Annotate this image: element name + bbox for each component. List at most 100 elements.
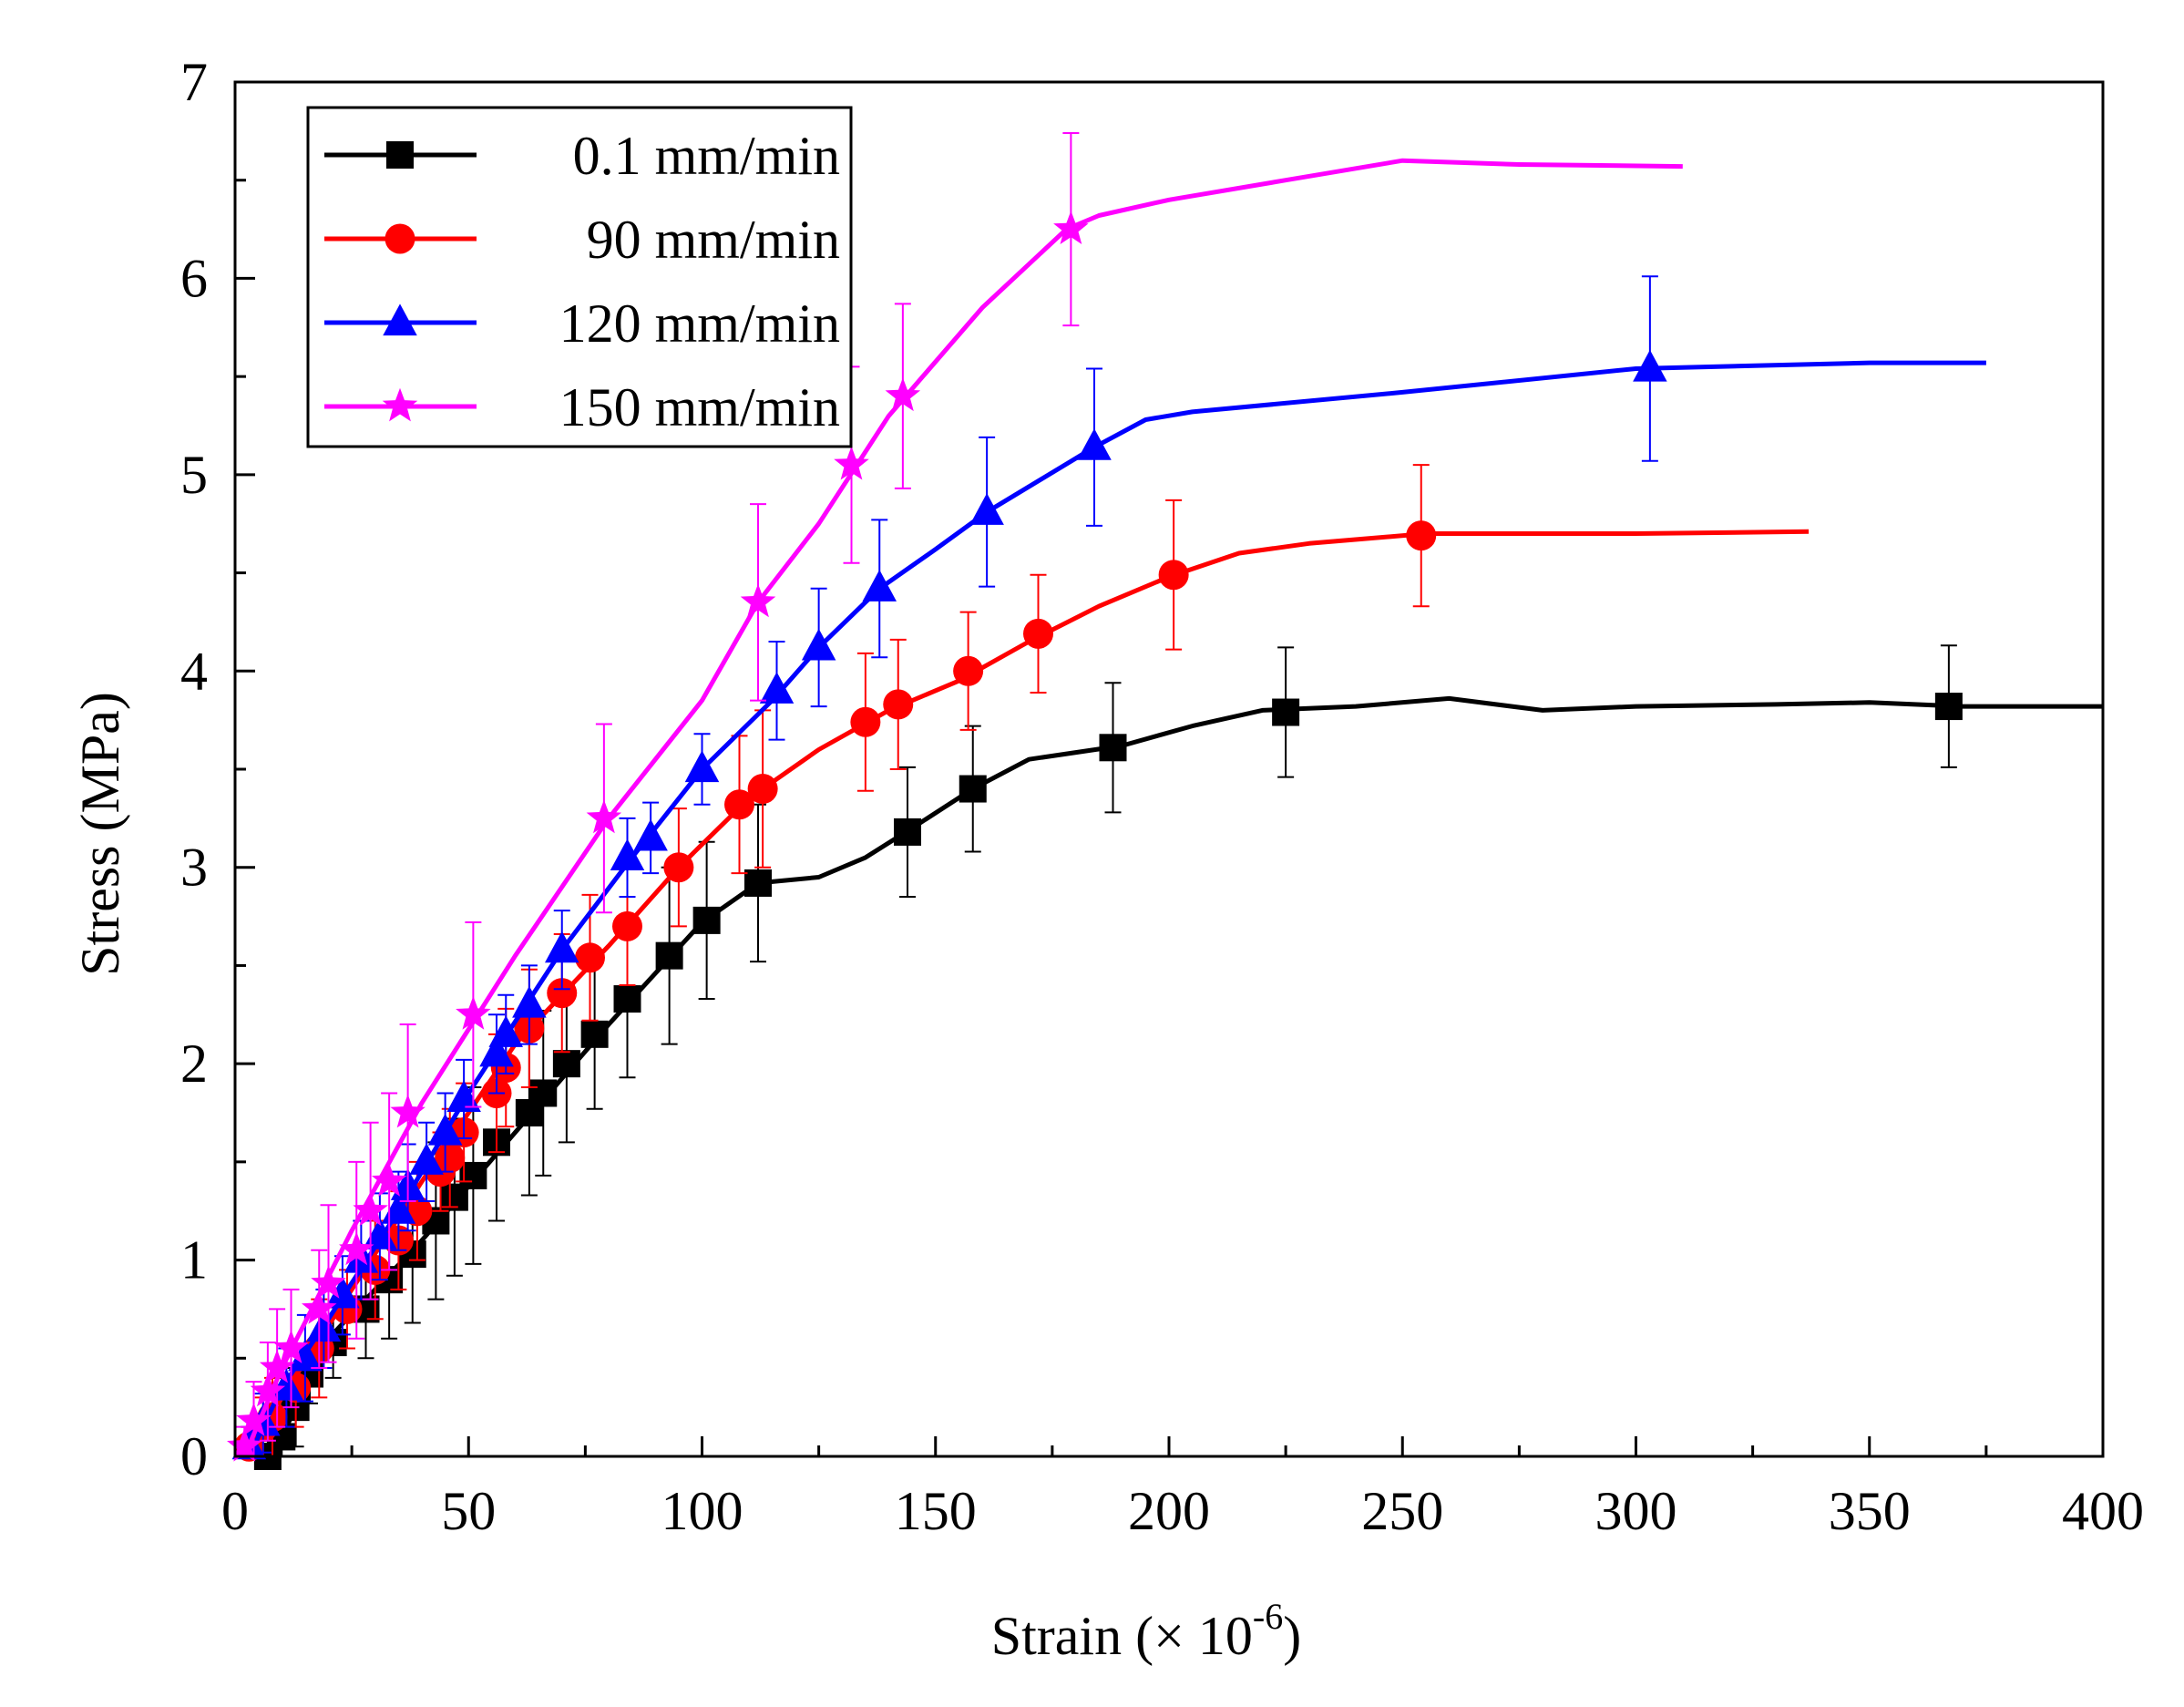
legend-entry-4: 150 mm/min xyxy=(324,377,840,437)
data-point xyxy=(580,1020,609,1048)
data-point xyxy=(834,446,869,480)
y-tick-label: 6 xyxy=(180,248,208,308)
legend-label: 90 mm/min xyxy=(587,210,840,270)
data-point xyxy=(227,1428,262,1462)
data-point xyxy=(427,1113,463,1146)
y-tick-label: 0 xyxy=(180,1426,208,1486)
legend-label: 120 mm/min xyxy=(559,293,840,354)
series-layer xyxy=(227,132,2103,1470)
data-point xyxy=(390,1094,426,1128)
data-point xyxy=(288,1339,323,1372)
x-tick-label: 100 xyxy=(661,1481,743,1541)
data-point xyxy=(547,978,578,1009)
data-point xyxy=(744,869,772,897)
y-axis-label: Stress (MPa) xyxy=(70,692,130,976)
data-point xyxy=(236,1403,272,1436)
data-point xyxy=(862,570,897,602)
legend-marker xyxy=(383,303,417,336)
data-point xyxy=(325,1276,360,1309)
data-point xyxy=(850,706,881,737)
x-tick-label: 250 xyxy=(1361,1481,1443,1541)
y-tick-label: 4 xyxy=(180,641,208,701)
data-point xyxy=(488,1015,523,1047)
data-point xyxy=(747,774,778,805)
legend: 0.1 mm/min 90 mm/min 120 mm/min 150 mm/min xyxy=(306,106,853,448)
data-point xyxy=(724,789,754,820)
x-tick-label: 300 xyxy=(1595,1481,1677,1541)
data-point xyxy=(273,1330,309,1363)
data-point xyxy=(883,689,914,720)
series-1 xyxy=(253,644,2103,1470)
data-point xyxy=(456,996,491,1030)
x-tick-label: 0 xyxy=(221,1481,249,1541)
data-point xyxy=(250,1373,286,1407)
series-2 xyxy=(233,464,1810,1462)
y-tick-label: 5 xyxy=(180,445,208,505)
data-point xyxy=(575,942,605,973)
legend-label: 150 mm/min xyxy=(559,377,840,437)
data-point xyxy=(259,1349,295,1383)
data-point xyxy=(1406,520,1437,551)
data-point xyxy=(339,1231,374,1266)
data-point xyxy=(529,1079,558,1107)
data-point xyxy=(1023,618,1053,649)
x-tick-label: 400 xyxy=(2062,1481,2144,1541)
data-point xyxy=(371,1163,407,1197)
y-tick-label: 1 xyxy=(180,1230,208,1291)
data-point xyxy=(613,985,641,1013)
data-point xyxy=(633,818,668,851)
x-tick-label: 350 xyxy=(1829,1481,1911,1541)
x-tick-label: 150 xyxy=(895,1481,977,1541)
data-point xyxy=(894,818,921,846)
series-3 xyxy=(231,275,1986,1460)
data-point xyxy=(1099,734,1127,762)
data-point xyxy=(663,852,694,883)
legend-entry-3: 120 mm/min xyxy=(324,293,840,354)
data-point xyxy=(1053,211,1089,244)
data-point xyxy=(959,775,987,803)
data-point xyxy=(353,1192,388,1227)
data-point xyxy=(612,910,642,941)
y-tick-label: 2 xyxy=(180,1033,208,1094)
data-point xyxy=(801,628,836,661)
x-axis-label-exponent: -6 xyxy=(1253,1596,1283,1637)
data-point xyxy=(306,1310,342,1342)
data-point xyxy=(1934,693,1963,721)
x-tick-label: 200 xyxy=(1128,1481,1210,1541)
data-point xyxy=(512,985,547,1018)
data-point xyxy=(1158,560,1189,591)
data-point xyxy=(1633,349,1667,382)
x-axis-label-close: ) xyxy=(1283,1606,1301,1666)
data-point xyxy=(1272,698,1300,726)
x-tick-label: 50 xyxy=(441,1481,496,1541)
data-point xyxy=(435,1143,466,1174)
data-point xyxy=(545,931,579,963)
data-point xyxy=(969,493,1004,525)
legend-marker xyxy=(385,223,415,254)
axes-layer: 0 50 100 150 200 250 300 350 400 0 1 2 3 4 5 6 7 xyxy=(180,52,2144,1541)
data-point xyxy=(885,377,921,412)
data-point xyxy=(1077,428,1112,460)
y-tick-label: 7 xyxy=(180,52,208,112)
data-point xyxy=(302,1291,337,1324)
data-point xyxy=(740,583,776,618)
data-point xyxy=(692,906,721,934)
legend-marker xyxy=(386,141,414,169)
x-axis-label: Strain (× 10-6) xyxy=(991,1596,1301,1666)
data-point xyxy=(684,750,720,783)
legend-marker xyxy=(382,387,418,422)
series-line xyxy=(247,360,1986,1458)
legend-entry-1: 0.1 mm/min xyxy=(324,126,840,186)
data-point xyxy=(953,655,984,686)
series-4 xyxy=(227,132,1683,1462)
data-point xyxy=(610,838,645,871)
series-line xyxy=(247,529,1810,1458)
data-point xyxy=(586,799,622,834)
data-point xyxy=(479,1034,514,1067)
data-point xyxy=(409,1143,444,1175)
data-point xyxy=(552,1050,580,1078)
data-point xyxy=(759,672,795,704)
series-line xyxy=(270,695,2103,1458)
